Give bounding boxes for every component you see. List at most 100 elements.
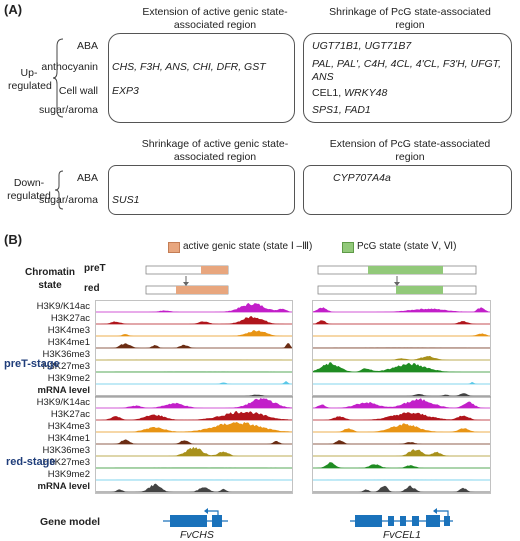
col3-title: Shrinkage of active genic state-associat… <box>141 138 289 163</box>
up-cat-sugar: sugar/aroma <box>39 104 98 116</box>
track-signal-red-left-7 <box>96 483 292 492</box>
track-signal-pret-right-3 <box>313 347 490 348</box>
col1-title: Extension of active genic state-associat… <box>142 6 288 31</box>
track-signal-pret-right-0 <box>313 307 490 312</box>
up-left-cellwall-genes: EXP3 <box>112 85 139 97</box>
track-label-red-7: mRNA level <box>37 481 90 492</box>
col2-title: Shrinkage of PcG state-associated region <box>329 6 491 31</box>
down-brace-icon <box>54 170 64 210</box>
chromatin-state-label: Chromatin state <box>25 267 75 291</box>
track-signal-red-left-1 <box>96 411 292 420</box>
pret-left-arrowhead <box>183 282 189 286</box>
track-label-pret-2: H3K4me3 <box>47 325 90 336</box>
pret-right-arrowhead <box>394 282 400 286</box>
track-signal-pret-left-0 <box>96 303 292 312</box>
track-label-pret-5: H3K27me3 <box>42 361 90 372</box>
gene-left-name: FvCHS <box>180 529 214 541</box>
gene-right-name: FvCEL1 <box>383 529 421 541</box>
legend-active-swatch <box>168 242 180 253</box>
down-cat-aba: ABA <box>76 172 98 184</box>
up-regulated-label: Up-regulated <box>8 67 52 92</box>
track-label-pret-1: H3K27ac <box>50 313 90 324</box>
red-label: red <box>84 283 100 294</box>
fvcel1-exon-4 <box>412 516 419 526</box>
up-cat-anthocyanin: anthocyanin <box>41 61 98 73</box>
track-signal-red-right-1 <box>313 412 490 420</box>
col4-title: Extension of PcG state-associated region <box>329 138 491 163</box>
track-signal-red-left-3 <box>96 439 292 444</box>
down-right-aba-genes: CYP707A4a <box>333 172 391 184</box>
track-signal-pret-left-1 <box>96 316 292 324</box>
legend-active-text: active genic state (state Ⅰ –Ⅲ) <box>183 241 313 252</box>
track-signal-red-right-2 <box>313 423 490 432</box>
track-signal-red-right-0 <box>313 398 490 408</box>
stage-pret-label: preT-stage <box>4 358 60 370</box>
track-signal-red-left-2 <box>96 422 292 432</box>
track-label-red-6: H3K9me2 <box>47 469 90 480</box>
track-signal-red-left-0 <box>96 398 292 408</box>
up-left-anthocyanin-genes: CHS, F3H, ANS, CHI, DFR, GST <box>112 61 266 73</box>
cel1-gene: CEL1, <box>312 87 345 99</box>
track-frame-pret-0 <box>95 300 293 398</box>
fvcel1-exon-5 <box>426 515 440 527</box>
fvcel1-tss-arrow-icon <box>437 510 449 516</box>
track-signal-pret-right-6 <box>313 381 490 384</box>
down-left-sugar-genes: SUS1 <box>112 194 140 206</box>
up-right-anthocyanin-genes: PAL, PAL', C4H, 4CL, 4'CL, F3'H, UFGT, A… <box>312 58 502 83</box>
track-signal-red-right-5 <box>313 462 490 468</box>
fvchs-exon-1 <box>170 515 207 527</box>
up-right-cellwall-genes: CEL1, WRKY48 <box>312 87 387 99</box>
wrky48-gene: WRKY48 <box>344 87 388 99</box>
track-label-red-3: H3K4me1 <box>47 433 90 444</box>
up-cat-cellwall: Cell wall <box>58 85 98 97</box>
track-label-red-4: H3K36me3 <box>42 445 90 456</box>
down-cat-sugar: sugar/aroma <box>39 194 98 206</box>
up-cat-aba: ABA <box>76 40 98 52</box>
pret-label: preT <box>84 263 106 274</box>
panel-b-label: (B) <box>4 232 23 247</box>
red-left-active <box>176 286 228 294</box>
legend-pcg-swatch <box>342 242 354 253</box>
track-label-red-2: H3K4me3 <box>47 421 90 432</box>
track-signal-pret-right-7 <box>313 393 490 396</box>
fvchs-tss-arrow-icon <box>208 510 219 516</box>
track-signal-red-left-4 <box>96 446 292 456</box>
chromatin-state-bars <box>145 265 477 295</box>
track-frame-red-1 <box>312 396 491 494</box>
fvchs-tss-arrowhead <box>204 508 208 514</box>
red-right-pcg <box>396 286 443 294</box>
up-brace-icon <box>52 38 64 118</box>
fvchs-exon-2 <box>212 515 222 527</box>
track-signal-pret-right-4 <box>313 355 490 360</box>
pret-right-pcg <box>368 266 443 274</box>
track-label-red-5: H3K27me3 <box>42 457 90 468</box>
pret-left-active <box>201 266 228 274</box>
fvcel1-exon-1 <box>355 515 382 527</box>
track-frame-pret-1 <box>312 300 491 398</box>
gene-model-label: Gene model <box>40 516 101 528</box>
track-signal-pret-right-5 <box>313 362 490 372</box>
down-left-box <box>108 165 295 215</box>
fvcel1-exon-2 <box>388 516 394 526</box>
track-signal-pret-left-2 <box>96 330 292 336</box>
track-signal-pret-right-2 <box>313 333 490 336</box>
track-label-pret-6: H3K9me2 <box>47 373 90 384</box>
track-label-pret-3: H3K4me1 <box>47 337 90 348</box>
up-right-box <box>303 33 512 123</box>
track-label-red-1: H3K27ac <box>50 409 90 420</box>
stage-red-label: red-stage <box>6 456 56 468</box>
fvcel1-tss-arrowhead <box>433 508 437 514</box>
track-signal-pret-right-1 <box>313 320 490 324</box>
panel-a-label: (A) <box>4 2 23 17</box>
up-right-aba-genes: UGT71B1, UGT71B7 <box>312 40 412 52</box>
fvcel1-exon-3 <box>400 516 406 526</box>
track-signal-pret-left-3 <box>96 343 292 348</box>
track-label-pret-4: H3K36me3 <box>42 349 90 360</box>
legend-pcg-text: PcG state (state Ⅴ, Ⅵ) <box>357 241 457 252</box>
up-left-box <box>108 33 295 123</box>
down-regulated-label: Down-regulated <box>7 177 51 202</box>
track-label-pret-7: mRNA level <box>37 385 90 396</box>
track-label-red-0: H3K9/K14ac <box>36 397 90 408</box>
